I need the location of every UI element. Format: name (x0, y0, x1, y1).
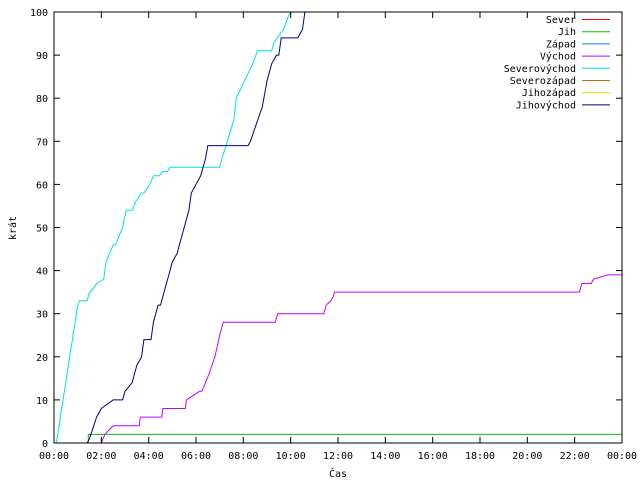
x-tick-label: 08:00 (228, 451, 258, 462)
x-tick-label: 12:00 (323, 451, 353, 462)
legend-label: Západ (546, 38, 576, 50)
x-tick-label: 06:00 (181, 451, 211, 462)
x-tick-label: 14:00 (370, 451, 400, 462)
series-line-7 (54, 12, 306, 443)
y-tick-label: 70 (36, 137, 48, 148)
y-tick-label: 30 (36, 310, 48, 321)
y-tick-label: 40 (36, 267, 48, 278)
x-tick-label: 00:00 (39, 451, 69, 462)
legend-label: Severovýchod (504, 63, 576, 75)
legend-label: Jihovýchod (516, 99, 576, 111)
x-axis-label: Čas (329, 467, 347, 480)
legend-label: Východ (540, 51, 576, 63)
y-tick-label: 90 (36, 51, 48, 62)
x-tick-label: 00:00 (607, 451, 637, 462)
series-line-4 (54, 12, 292, 443)
legend-label: Jihozápad (522, 87, 576, 99)
x-tick-label: 04:00 (134, 451, 164, 462)
y-tick-label: 10 (36, 396, 48, 407)
y-tick-label: 60 (36, 180, 48, 191)
x-tick-label: 16:00 (418, 451, 448, 462)
x-tick-label: 22:00 (560, 451, 590, 462)
y-tick-label: 20 (36, 353, 48, 364)
legend: SeverJihZápadVýchodSeverovýchodSeverozáp… (504, 15, 610, 111)
series-layer (54, 12, 622, 443)
series-line-1 (54, 433, 622, 443)
axes-layer: 0 10 20 30 40 50 60 70 80 90 100 00:00 02:00 04:00 06:… (30, 8, 637, 462)
y-axis-label: krát (7, 216, 19, 240)
y-tick-label: 100 (30, 8, 48, 19)
x-tick-label: 02:00 (86, 451, 116, 462)
x-tick-label: 10:00 (276, 451, 306, 462)
legend-label: Jih (558, 27, 576, 38)
legend-label: Sever (546, 15, 576, 26)
x-tick-label: 20:00 (512, 451, 542, 462)
series-line-3 (54, 274, 622, 443)
x-tick-label: 18:00 (465, 451, 495, 462)
y-tick-label: 50 (36, 224, 48, 235)
y-tick-label: 0 (42, 439, 48, 450)
legend-label: Severozápad (510, 75, 576, 87)
y-tick-label: 80 (36, 94, 48, 105)
